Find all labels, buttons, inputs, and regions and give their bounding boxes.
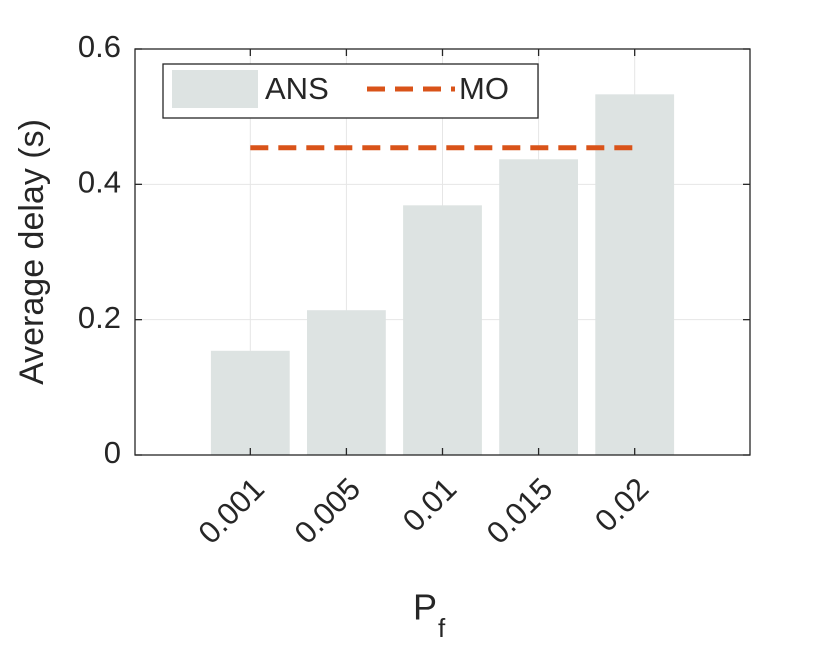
x-tick-label: 0.02	[588, 471, 655, 538]
y-tick-label: 0.6	[78, 29, 121, 64]
y-tick-label: 0.2	[78, 300, 121, 335]
legend-label: ANS	[265, 71, 329, 106]
legend-swatch	[172, 70, 258, 108]
bar	[307, 310, 386, 455]
x-tick-label: 0.015	[480, 471, 560, 551]
plot-area: 0 0.2 0.4 0.6 0.001 0.005 0.01 0.015 0.02 ANS MO	[78, 29, 751, 551]
bar	[595, 94, 675, 455]
bar	[499, 159, 578, 455]
x-axis-label: P	[413, 587, 437, 628]
legend: ANS MO	[162, 63, 539, 119]
y-tick-label: 0.4	[78, 165, 121, 200]
bar	[403, 205, 482, 455]
x-axis-label-subscript: f	[438, 613, 446, 643]
x-tick-label: 0.01	[396, 471, 463, 538]
y-axis-label: Average delay (s)	[13, 119, 51, 385]
y-tick-label: 0	[104, 435, 121, 470]
x-tick-label: 0.005	[288, 471, 368, 551]
legend-label: MO	[459, 71, 509, 106]
bar	[210, 350, 290, 455]
x-tick-label: 0.001	[191, 471, 271, 551]
